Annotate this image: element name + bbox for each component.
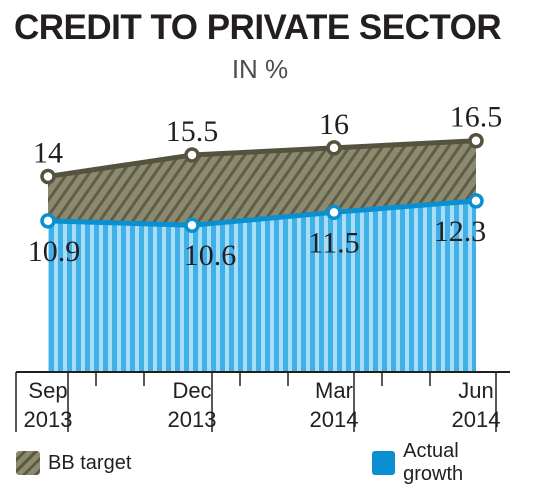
legend-item-actual: Actual growth xyxy=(372,440,520,485)
actual-area xyxy=(48,200,476,372)
actual-point xyxy=(184,217,200,233)
target-point xyxy=(184,147,200,163)
chart-panel: CREDIT TO PRIVATE SECTOR IN % Sep 2013 Dec… xyxy=(14,8,520,485)
x-tick-label-month: Dec xyxy=(172,378,211,403)
target-point xyxy=(326,140,342,156)
target-swatch xyxy=(16,451,40,475)
x-tick-label-year: 2014 xyxy=(452,407,501,432)
chart-subtitle: IN % xyxy=(231,54,289,84)
actual-value-label: 12.3 xyxy=(434,215,487,248)
x-tick-label-year: 2013 xyxy=(168,407,217,432)
actual-value-label: 11.5 xyxy=(308,226,359,259)
target-value-label: 15.5 xyxy=(166,115,219,148)
x-tick-label-month: Mar xyxy=(315,378,353,403)
adjacent-article-edge xyxy=(520,0,536,495)
target-point xyxy=(40,168,56,185)
credit-area-chart: Sep 2013 Dec 2013 Mar 2014 Jun 2014 14 15.5 16 16.… xyxy=(15,101,510,432)
actual-line xyxy=(47,198,477,228)
actual-point xyxy=(326,204,342,221)
actual-value-label: 10.9 xyxy=(28,235,81,268)
x-tick-label-year: 2014 xyxy=(310,407,359,432)
actual-value-label: 10.6 xyxy=(184,239,237,272)
x-tick-label-month: Jun xyxy=(458,378,493,403)
target-line xyxy=(47,138,477,179)
legend-item-target: BB target xyxy=(16,448,131,478)
target-value-label: 16.5 xyxy=(450,101,503,134)
chart-title: CREDIT TO PRIVATE SECTOR xyxy=(14,8,502,47)
actual-point xyxy=(40,213,56,229)
x-tick-label-year: 2013 xyxy=(24,407,73,432)
target-value-label: 14 xyxy=(33,137,63,170)
x-tick-label-month: Sep xyxy=(28,378,67,403)
target-value-label: 16 xyxy=(319,108,349,141)
actual-point xyxy=(468,193,484,209)
target-point xyxy=(468,132,484,149)
actual-swatch xyxy=(372,451,396,475)
legend-target-label: BB target xyxy=(48,451,132,474)
legend-actual-label: Actual growth xyxy=(403,440,464,485)
